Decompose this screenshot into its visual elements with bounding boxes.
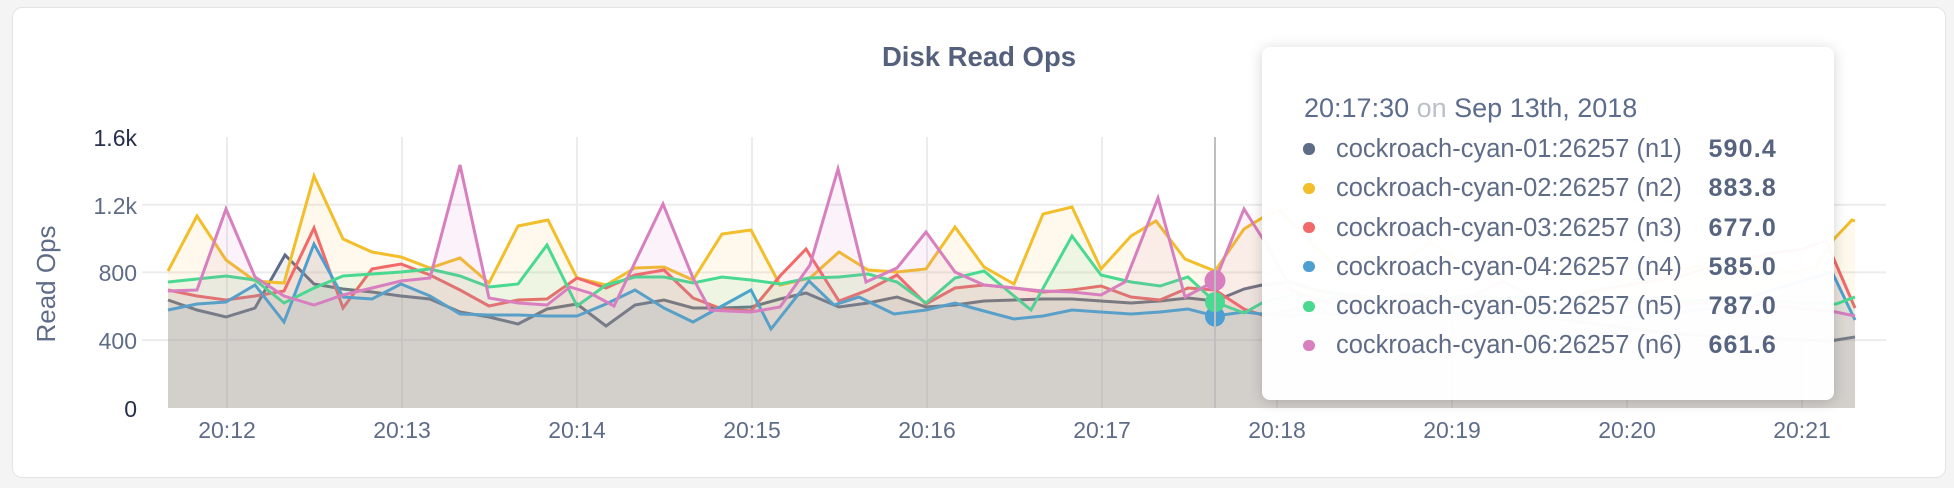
svg-text:1.6k: 1.6k	[94, 125, 138, 151]
svg-text:800: 800	[99, 260, 137, 286]
svg-text:400: 400	[99, 328, 137, 354]
svg-text:20:16: 20:16	[898, 417, 956, 443]
svg-text:20:15: 20:15	[723, 417, 781, 443]
svg-text:0: 0	[124, 396, 137, 422]
svg-text:1.2k: 1.2k	[94, 193, 138, 219]
svg-text:Disk Read Ops: Disk Read Ops	[882, 41, 1076, 72]
svg-text:20:17: 20:17	[1073, 417, 1131, 443]
svg-text:20:21: 20:21	[1773, 417, 1831, 443]
svg-text:20:18: 20:18	[1248, 417, 1306, 443]
svg-text:20:13: 20:13	[373, 417, 431, 443]
svg-text:Read Ops: Read Ops	[31, 225, 61, 342]
svg-text:20:19: 20:19	[1423, 417, 1481, 443]
svg-text:20:20: 20:20	[1598, 417, 1656, 443]
svg-text:20:14: 20:14	[548, 417, 606, 443]
svg-text:20:12: 20:12	[198, 417, 256, 443]
